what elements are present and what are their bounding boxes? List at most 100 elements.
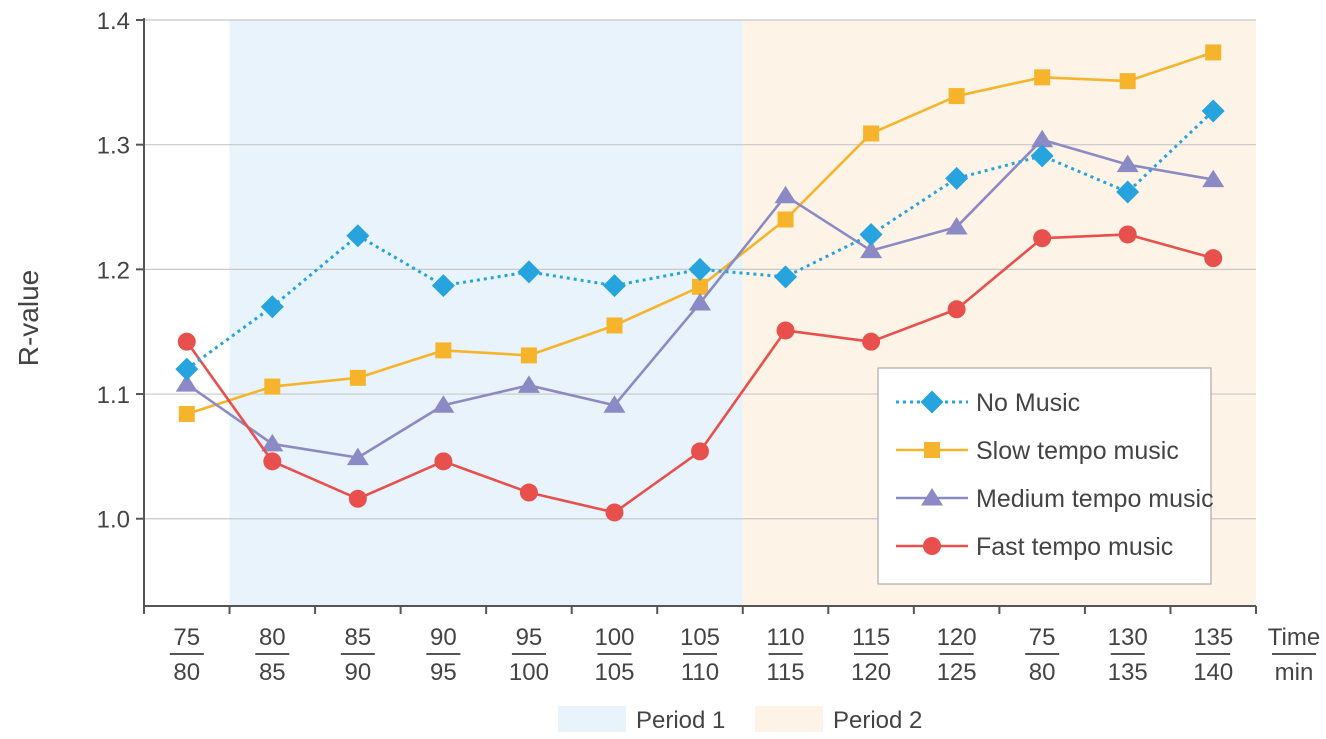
- x-tick-label-bottom: 80: [1029, 659, 1056, 686]
- data-point-fast-tempo-music: [519, 483, 538, 502]
- data-point-no-music: [1116, 180, 1140, 204]
- data-point-medium-tempo-music: [774, 185, 797, 204]
- data-point-no-music: [260, 295, 284, 319]
- data-point-slow-tempo-music: [520, 347, 537, 364]
- data-point-no-music: [859, 222, 883, 246]
- data-point-fast-tempo-music: [1033, 229, 1052, 248]
- data-point-fast-tempo-music: [263, 452, 282, 471]
- y-tick-label: 1.1: [97, 382, 130, 409]
- data-point-medium-tempo-music: [945, 216, 968, 235]
- data-point-medium-tempo-music: [517, 375, 540, 393]
- data-point-medium-tempo-music: [603, 395, 626, 413]
- x-tick-label-top: 105: [680, 624, 720, 651]
- x-tick-label-bottom: 110: [681, 659, 719, 686]
- data-point-medium-tempo-music: [1031, 129, 1054, 148]
- data-point-slow-tempo-music: [1034, 69, 1051, 86]
- data-point-no-music: [175, 357, 199, 381]
- period-legend: Period 1 Period 2: [558, 706, 922, 734]
- series-lines: [175, 44, 1225, 522]
- data-point-no-music: [1201, 99, 1225, 123]
- legend-label-no-music: No Music: [976, 389, 1080, 417]
- x-tick-label-bottom: 80: [173, 659, 200, 686]
- data-point-no-music: [1030, 144, 1054, 168]
- data-point-fast-tempo-music: [776, 321, 795, 340]
- x-tick-label-top: 100: [594, 624, 634, 651]
- data-point-fast-tempo-music: [862, 332, 881, 351]
- legend-marker-medium-tempo-music: [921, 488, 943, 506]
- x-tick-label-top: 110: [766, 624, 804, 651]
- x-tick-label-bottom: 140: [1193, 659, 1233, 686]
- data-point-slow-tempo-music: [264, 378, 281, 395]
- data-point-slow-tempo-music: [606, 317, 623, 334]
- y-tick-label: 1.3: [97, 133, 130, 160]
- x-tick-label-bottom: 85: [259, 659, 286, 686]
- data-point-slow-tempo-music: [948, 88, 965, 105]
- x-tick-label-top: 85: [344, 624, 371, 651]
- x-tick-label-top: 75: [173, 624, 200, 651]
- data-point-fast-tempo-music: [947, 300, 966, 319]
- legend-label-medium-tempo-music: Medium tempo music: [976, 485, 1214, 513]
- legend-label-slow-tempo-music: Slow tempo music: [976, 437, 1179, 465]
- x-tick-label-bottom: 105: [594, 659, 634, 686]
- data-point-medium-tempo-music: [175, 374, 198, 392]
- data-point-medium-tempo-music: [261, 433, 284, 452]
- y-axis-label: R-value: [13, 270, 44, 366]
- x-tick-label-bottom: 125: [937, 659, 977, 686]
- x-axis-ticks: 75 80 80 85 85 90 90 95 95 100 100 105 105 110 110 115 1…: [143, 606, 1257, 686]
- x-tick-label-top: 80: [259, 624, 286, 651]
- data-point-no-music: [431, 274, 455, 298]
- data-point-slow-tempo-music: [777, 211, 794, 228]
- data-point-fast-tempo-music: [1118, 225, 1137, 244]
- legend-marker-slow-tempo-music: [924, 442, 940, 458]
- data-point-slow-tempo-music: [349, 369, 366, 386]
- y-tick-label: 1.2: [97, 257, 130, 284]
- x-tick-label-top: 95: [516, 624, 543, 651]
- y-tick-label: 1.4: [97, 8, 130, 35]
- data-point-slow-tempo-music: [1119, 73, 1136, 90]
- legend-marker-no-music: [920, 390, 944, 414]
- data-point-fast-tempo-music: [177, 332, 196, 351]
- data-point-medium-tempo-music: [860, 240, 883, 259]
- x-tick-label-top: 120: [937, 624, 977, 651]
- data-point-no-music: [517, 260, 541, 284]
- data-point-fast-tempo-music: [1204, 249, 1223, 268]
- x-tick-label-top: 90: [430, 624, 457, 651]
- data-point-fast-tempo-music: [691, 442, 709, 461]
- data-point-no-music: [346, 224, 370, 248]
- x-tick-label-bottom: 95: [430, 659, 457, 686]
- y-tick-label: 1.0: [97, 507, 130, 534]
- legend-marker-fast-tempo-music: [923, 537, 941, 555]
- data-point-no-music: [688, 257, 712, 281]
- period-legend-label-2: Period 2: [833, 707, 922, 734]
- x-tick-label-bottom: 90: [344, 659, 371, 686]
- x-tick-label-top: 135: [1193, 624, 1233, 651]
- period-legend-swatch-2: [755, 706, 823, 732]
- data-point-slow-tempo-music: [692, 278, 708, 295]
- data-point-slow-tempo-music: [1205, 44, 1222, 61]
- x-tick-label-bottom: 115: [766, 659, 804, 686]
- data-point-no-music: [945, 166, 969, 190]
- data-point-medium-tempo-music: [1116, 154, 1139, 173]
- axes: [143, 18, 1256, 607]
- data-point-medium-tempo-music: [346, 447, 369, 466]
- period-legend-swatch-1: [558, 706, 626, 732]
- data-point-medium-tempo-music: [432, 395, 455, 413]
- x-tick-label-bottom: 120: [851, 659, 891, 686]
- data-point-no-music: [774, 265, 798, 289]
- legend: No Music Slow tempo music Medium tempo mus…: [877, 367, 1214, 585]
- x-axis-unit-top: Time: [1268, 624, 1320, 651]
- x-tick-label-bottom: 135: [1108, 659, 1148, 686]
- period-band-1: [229, 20, 743, 606]
- data-point-medium-tempo-music: [1202, 169, 1225, 188]
- y-axis-ticks: 1.0 1.1 1.2 1.3 1.4: [97, 8, 144, 534]
- x-tick-label-top: 75: [1029, 624, 1056, 651]
- x-tick-label-bottom: 100: [509, 659, 549, 686]
- data-point-fast-tempo-music: [605, 503, 624, 522]
- legend-label-fast-tempo-music: Fast tempo music: [976, 533, 1173, 561]
- data-point-slow-tempo-music: [863, 125, 880, 142]
- period-bands: [229, 20, 1256, 606]
- data-point-no-music: [602, 274, 626, 298]
- data-point-fast-tempo-music: [434, 452, 453, 471]
- data-point-slow-tempo-music: [435, 342, 452, 359]
